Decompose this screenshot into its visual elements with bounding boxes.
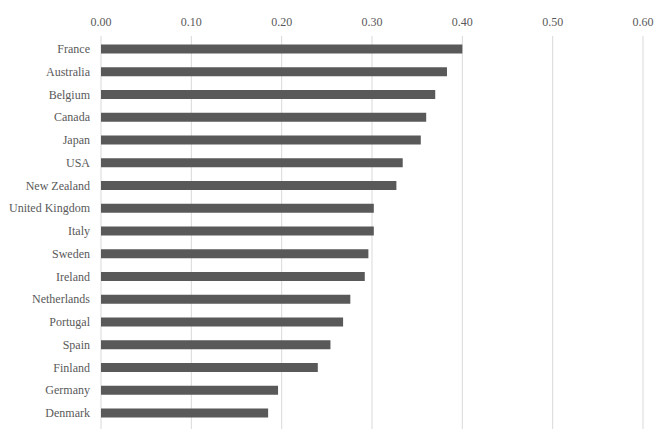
category-label: Sweden <box>52 247 90 261</box>
category-label: United Kingdom <box>9 201 91 215</box>
category-label: Portugal <box>49 315 90 329</box>
bar <box>101 249 368 258</box>
grid <box>101 36 643 429</box>
category-label: Netherlands <box>32 292 90 306</box>
bar <box>101 318 343 327</box>
grid-line <box>643 36 644 429</box>
category-label: New Zealand <box>26 179 90 193</box>
bar <box>101 67 447 76</box>
category-label: Belgium <box>49 88 91 102</box>
bar <box>101 181 396 190</box>
category-label: Italy <box>68 224 90 238</box>
bar <box>101 113 426 122</box>
grid-line <box>552 36 553 429</box>
category-label: France <box>57 42 90 56</box>
category-label: Canada <box>54 110 91 124</box>
category-label: USA <box>66 156 90 170</box>
tick-label: 0.30 <box>362 15 383 29</box>
bar <box>101 363 318 372</box>
category-label: Ireland <box>56 270 90 284</box>
tick-label: 0.40 <box>452 15 473 29</box>
category-label: Japan <box>63 133 90 147</box>
bar <box>101 90 435 99</box>
bar <box>101 409 268 418</box>
tick-label: 0.20 <box>271 15 292 29</box>
tick-label: 0.10 <box>181 15 202 29</box>
category-label: Germany <box>45 383 90 397</box>
tick-label: 0.50 <box>542 15 563 29</box>
bar <box>101 227 374 236</box>
category-label: Denmark <box>45 406 90 420</box>
category-label: Finland <box>53 361 90 375</box>
bar <box>101 204 374 213</box>
bar <box>101 158 403 167</box>
category-label: Spain <box>63 338 90 352</box>
chart: 0.00 0.10 0.20 0.30 0.40 0.50 0.60 France Austra… <box>0 0 667 429</box>
bar <box>101 340 330 349</box>
bar <box>101 295 350 304</box>
bar <box>101 136 421 145</box>
grid-line <box>462 36 463 429</box>
tick-label: 0.60 <box>633 15 654 29</box>
bar <box>101 45 462 54</box>
tick-label: 0.00 <box>91 15 112 29</box>
bars <box>101 45 462 418</box>
bar <box>101 272 365 281</box>
category-label: Australia <box>46 65 91 79</box>
bar <box>101 386 278 395</box>
